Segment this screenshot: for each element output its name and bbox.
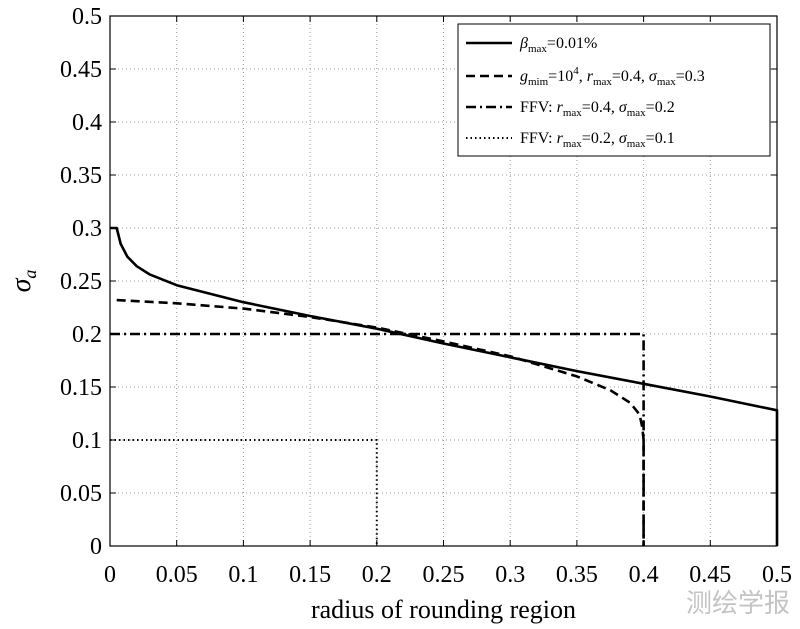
x-tick-label: 0.3 xyxy=(495,562,525,588)
y-tick-label: 0.4 xyxy=(72,110,102,136)
legend-box xyxy=(457,23,771,157)
legend-label-2: gmim=104, rmax=0.4, σmax=0.3 xyxy=(520,65,705,88)
y-tick-label: 0.3 xyxy=(72,216,102,242)
watermark: 测绘学报 xyxy=(686,589,790,619)
y-tick-label: 0.15 xyxy=(60,375,102,401)
x-tick-label: 0.4 xyxy=(629,562,659,588)
legend-label-1: βmax=0.01% xyxy=(519,35,597,55)
x-tick-label: 0.2 xyxy=(362,562,392,588)
x-tick-label: 0.15 xyxy=(289,562,331,588)
y-tick-label: 0.35 xyxy=(60,163,102,189)
y-tick-label: 0.05 xyxy=(60,481,102,507)
y-tick-label: 0.45 xyxy=(60,57,102,83)
series-line-1 xyxy=(110,226,779,546)
series-line-4 xyxy=(110,439,378,546)
x-tick-label: 0.5 xyxy=(762,562,792,588)
y-axis-label: σa xyxy=(6,270,40,293)
series-layer xyxy=(110,226,779,546)
legend-label-4: FFV: rmax=0.2, σmax=0.1 xyxy=(520,130,675,150)
legend: βmax=0.01% gmim=104, rmax=0.4, σmax=0.3 FF… xyxy=(457,23,771,157)
y-tick-label: 0.1 xyxy=(72,428,102,454)
y-tick-label: 0 xyxy=(90,534,102,560)
x-tick-label: 0.25 xyxy=(423,562,465,588)
series-line-3 xyxy=(110,332,645,546)
legend-label-3: FFV: rmax=0.4, σmax=0.2 xyxy=(520,99,675,119)
x-tick-label: 0.05 xyxy=(156,562,198,588)
series-line-2 xyxy=(116,298,645,546)
x-tick-label: 0.45 xyxy=(689,562,731,588)
x-tick-label: 0.35 xyxy=(556,562,598,588)
x-axis-label: radius of rounding region xyxy=(311,595,576,624)
y-tick-label: 0.2 xyxy=(72,322,102,348)
axis-ticks: 0 0.05 0.1 0.15 0.2 0.25 0.3 0.35 0.4 0.45 0.5 0 0.0… xyxy=(60,4,792,588)
x-tick-label: 0.1 xyxy=(228,562,258,588)
y-tick-label: 0.25 xyxy=(60,269,102,295)
x-tick-label: 0 xyxy=(104,562,116,588)
y-tick-label: 0.5 xyxy=(72,4,102,30)
